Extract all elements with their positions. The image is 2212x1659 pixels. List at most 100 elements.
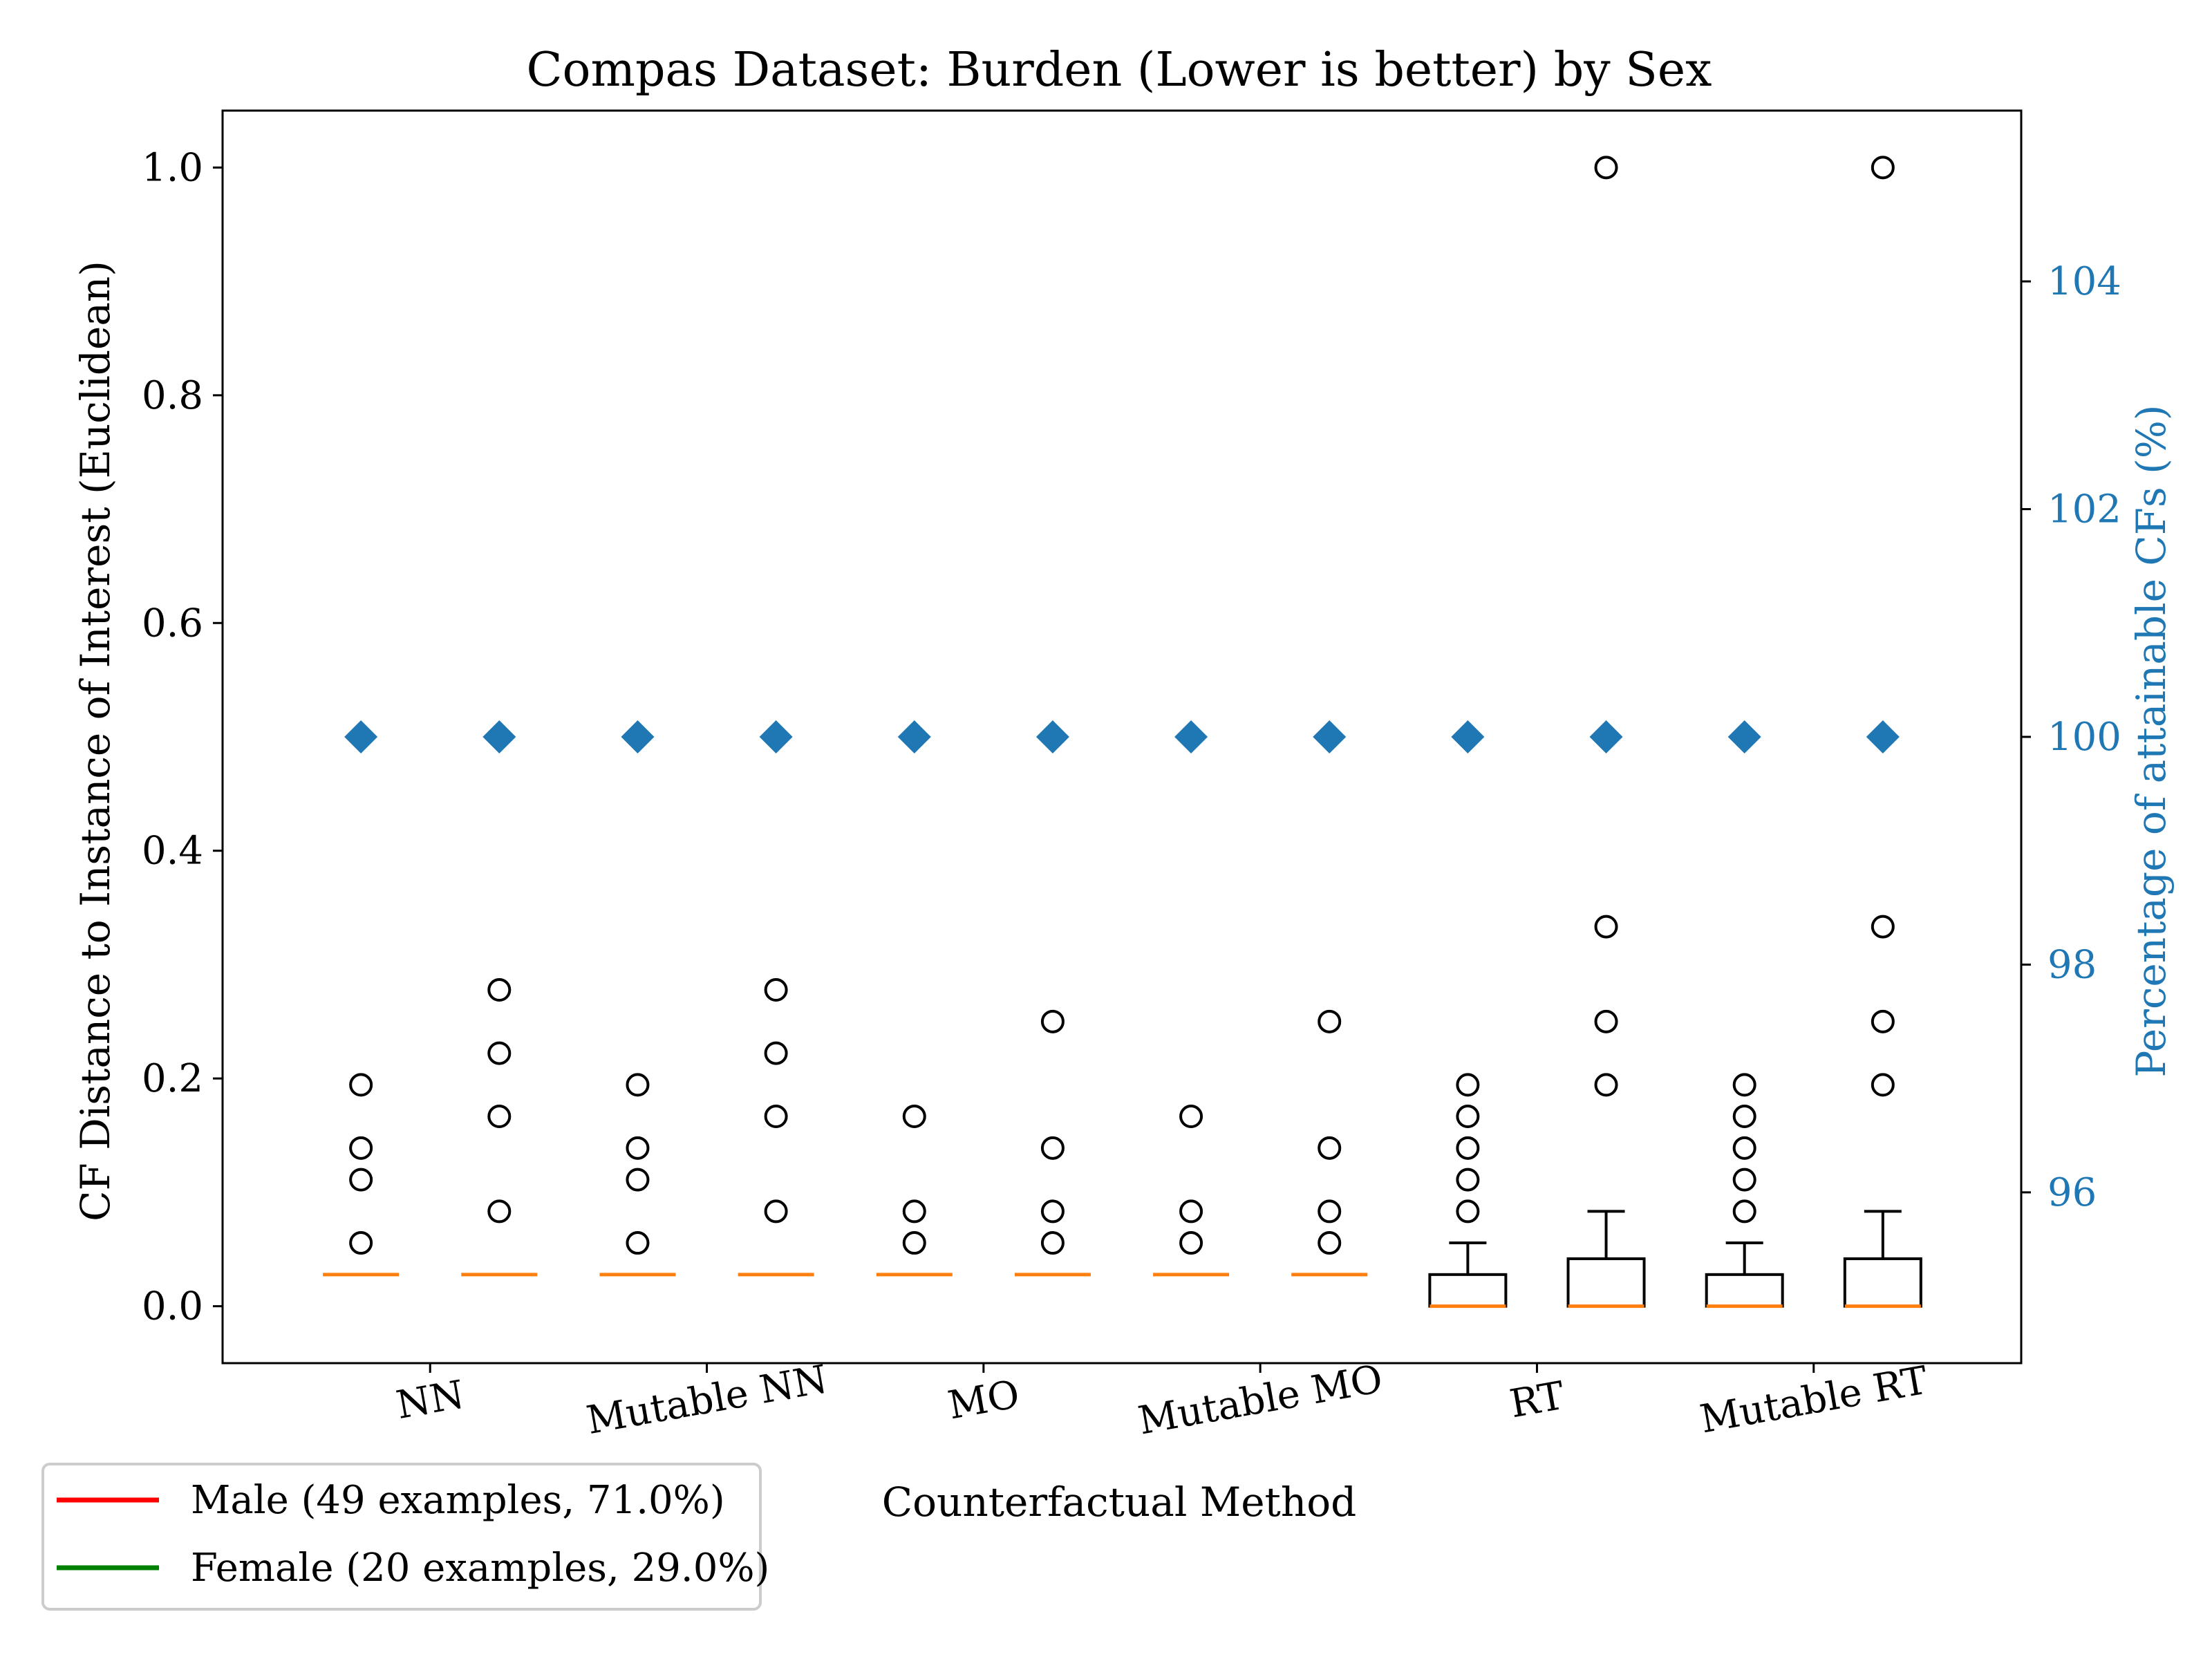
right-y-tick-label: 102	[2047, 487, 2121, 532]
right-y-tick-label: 98	[2047, 942, 2097, 987]
x-axis-title: Counterfactual Method	[882, 1479, 1357, 1526]
outlier-point	[1040, 1136, 1065, 1160]
outlier-point	[349, 1073, 373, 1097]
legend-label-male: Male (49 examples, 71.0%)	[191, 1478, 725, 1523]
outlier-point	[1318, 1009, 1342, 1033]
box-body	[1566, 1257, 1646, 1308]
outlier-point	[487, 1199, 512, 1224]
attainable-marker	[1451, 720, 1485, 753]
box-body	[1428, 1273, 1508, 1308]
outlier-point	[764, 1041, 788, 1065]
outlier-point	[349, 1231, 373, 1255]
outlier-point	[1456, 1073, 1480, 1097]
outlier-point	[1456, 1136, 1480, 1160]
legend-frame	[41, 1463, 762, 1611]
y-tick-label: 1.0	[142, 145, 203, 190]
outlier-point	[764, 978, 788, 1002]
box-mutable-rt-female	[1843, 156, 1922, 1309]
y-tick-label: 0.8	[142, 373, 203, 418]
attainable-marker	[1589, 720, 1623, 753]
outlier-point	[1318, 1231, 1342, 1255]
legend-label-female: Female (20 examples, 29.0%)	[191, 1546, 769, 1591]
outlier-point	[1318, 1199, 1342, 1224]
outlier-point	[764, 1199, 788, 1224]
legend: Male (49 examples, 71.0%) Female (20 exa…	[41, 1463, 769, 1611]
outlier-point	[1318, 1136, 1342, 1160]
outlier-point	[1179, 1105, 1203, 1129]
box-mutable-nn-female	[738, 720, 814, 1277]
outlier-point	[1871, 156, 1895, 180]
box-mo-male	[876, 720, 953, 1277]
outlier-point	[1594, 915, 1618, 939]
right-y-tick-label: 100	[2047, 715, 2121, 760]
outlier-point	[1594, 1073, 1618, 1097]
outlier-point	[764, 1105, 788, 1129]
outlier-point	[1040, 1009, 1065, 1033]
x-tick-label: NN	[393, 1372, 468, 1428]
outlier-point	[902, 1231, 926, 1255]
chart-title: Compas Dataset: Burden (Lower is better)…	[527, 43, 1712, 97]
outlier-point	[1594, 1009, 1618, 1033]
plot-area	[323, 156, 1922, 1309]
box-mutable-mo-female	[1291, 720, 1368, 1277]
outlier-point	[1456, 1168, 1480, 1192]
box-nn-female	[461, 720, 538, 1277]
outlier-point	[626, 1231, 650, 1255]
attainable-marker	[1035, 720, 1069, 753]
outlier-point	[1871, 1009, 1895, 1033]
attainable-marker	[1313, 720, 1347, 753]
x-tick-label: RT	[1506, 1374, 1568, 1427]
y-tick-label: 0.6	[142, 601, 203, 646]
outlier-point	[902, 1105, 926, 1129]
outlier-point	[1732, 1199, 1756, 1224]
outlier-point	[349, 1136, 373, 1160]
outlier-point	[1040, 1231, 1065, 1255]
box-rt-male	[1428, 720, 1508, 1309]
attainable-marker	[482, 720, 516, 753]
outlier-point	[626, 1136, 650, 1160]
outlier-point	[626, 1168, 650, 1192]
y-tick-label: 0.2	[142, 1056, 203, 1101]
outlier-point	[349, 1168, 373, 1192]
outlier-point	[1732, 1105, 1756, 1129]
box-rt-female	[1566, 156, 1646, 1309]
y-tick-label: 0.4	[142, 829, 203, 874]
outlier-point	[1871, 1073, 1895, 1097]
outlier-point	[1732, 1168, 1756, 1192]
attainable-marker	[1727, 720, 1761, 753]
attainable-marker	[759, 720, 793, 753]
box-body	[1705, 1273, 1784, 1308]
outlier-point	[1456, 1199, 1480, 1224]
attainable-marker	[897, 720, 931, 753]
attainable-marker	[621, 720, 655, 753]
outlier-point	[1732, 1073, 1756, 1097]
outlier-point	[902, 1199, 926, 1224]
right-y-tick-label: 96	[2047, 1170, 2097, 1215]
outlier-point	[1594, 156, 1618, 180]
outlier-point	[626, 1073, 650, 1097]
outlier-point	[1179, 1231, 1203, 1255]
outlier-point	[487, 1041, 512, 1065]
box-mutable-mo-male	[1153, 720, 1230, 1277]
right-y-axis-title: Percentage of attainable CFs (%)	[2128, 404, 2175, 1077]
attainable-marker	[344, 720, 378, 753]
outlier-point	[1871, 915, 1895, 939]
outlier-point	[1732, 1136, 1756, 1160]
outlier-point	[487, 1105, 512, 1129]
x-tick-label: MO	[945, 1372, 1023, 1429]
outlier-point	[487, 978, 512, 1002]
box-mutable-rt-male	[1705, 720, 1784, 1309]
y-axis-title: CF Distance to Instance of Interest (Euc…	[72, 261, 119, 1221]
box-body	[1843, 1257, 1922, 1308]
y-tick-label: 0.0	[142, 1284, 203, 1329]
box-mutable-nn-male	[599, 720, 676, 1277]
attainable-marker	[1174, 720, 1208, 753]
outlier-point	[1179, 1199, 1203, 1224]
outlier-point	[1040, 1199, 1065, 1224]
attainable-marker	[1866, 720, 1900, 753]
box-nn-male	[323, 720, 400, 1277]
right-y-tick-label: 104	[2047, 259, 2121, 304]
box-mo-female	[1014, 720, 1091, 1277]
